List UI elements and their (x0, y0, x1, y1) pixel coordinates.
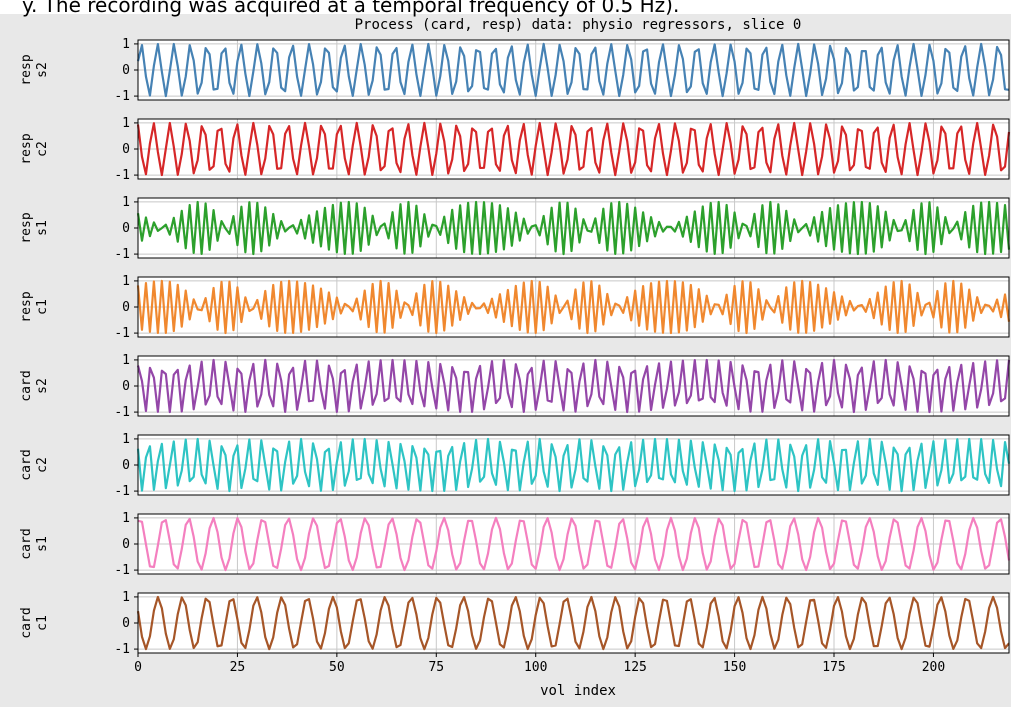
panel-resp-c2: -1 0 1 respc2 (19, 116, 1011, 183)
panel-frame (137, 118, 1010, 180)
panel-resp-c1: -1 0 1 respc1 (19, 274, 1011, 341)
panel-card-s1: -1 0 1 cards1 (19, 511, 1011, 578)
y-tick-label: 0 (122, 616, 130, 631)
x-axis-ticks: 0 25 50 75 100 125 150 175 200 (134, 653, 945, 675)
y-tick-label: 0 (122, 300, 130, 315)
x-tick-label: 100 (524, 660, 547, 675)
y-tick-label: -1 (114, 247, 130, 262)
series-line (136, 595, 1010, 651)
y-tick-label: 0 (122, 63, 130, 78)
panels-group: -1 0 1 resps2 -1 0 1 respc2 -1 0 1 resps1 -1 0 1 respc1… (19, 37, 1011, 657)
series-line (136, 200, 1011, 256)
y-tick-label: 1 (122, 37, 130, 52)
y-tick-label: 0 (122, 379, 130, 394)
y-tick-label: 1 (122, 274, 130, 289)
series-line (136, 279, 1011, 335)
y-tick-label: -1 (114, 405, 130, 420)
panel-frame (137, 276, 1010, 338)
x-tick-label: 0 (134, 660, 142, 675)
panel-resp-s1: -1 0 1 resps1 (19, 195, 1011, 262)
y-tick-label: 0 (122, 142, 130, 157)
x-axis-label: vol index (540, 683, 616, 699)
x-tick-label: 125 (623, 660, 646, 675)
series-line (136, 121, 1011, 177)
panel-label: respc1 (19, 291, 50, 322)
y-tick-label: -1 (114, 484, 130, 499)
y-tick-label: 1 (122, 353, 130, 368)
y-tick-label: -1 (114, 89, 130, 104)
panel-card-c1: -1 0 1 cardc1 (19, 590, 1010, 657)
panel-card-c2: -1 0 1 cardc2 (19, 432, 1011, 499)
panel-label: cardc1 (19, 607, 50, 638)
y-tick-label: 1 (122, 590, 130, 605)
panel-label: resps1 (19, 212, 50, 243)
panel-frame (137, 592, 1010, 654)
y-tick-label: -1 (114, 168, 130, 183)
x-tick-label: 200 (922, 660, 945, 675)
panel-frame (137, 39, 1010, 101)
panel-frame (137, 434, 1010, 496)
panel-card-s2: -1 0 1 cards2 (19, 353, 1011, 420)
panel-frame (137, 513, 1010, 575)
x-tick-label: 150 (723, 660, 746, 675)
x-tick-label: 50 (329, 660, 345, 675)
panel-frame (137, 197, 1010, 259)
y-tick-label: -1 (114, 326, 130, 341)
y-tick-label: 0 (122, 458, 130, 473)
series-line (137, 516, 1011, 572)
y-tick-label: 1 (122, 116, 130, 131)
series-line (136, 42, 1010, 98)
y-tick-label: 0 (122, 537, 130, 552)
panel-frame (137, 355, 1010, 417)
panel-resp-s2: -1 0 1 resps2 (19, 37, 1010, 104)
chart-title: Process (card, resp) data: physio regres… (355, 17, 802, 33)
header-text: y. The recording was acquired at a tempo… (22, 0, 679, 17)
panel-label: cards1 (19, 528, 50, 559)
panel-label: resps2 (19, 54, 50, 85)
x-tick-label: 75 (428, 660, 444, 675)
panel-label: respc2 (19, 133, 50, 164)
y-tick-label: 1 (122, 511, 130, 526)
x-tick-label: 25 (230, 660, 246, 675)
panel-label: cardc2 (19, 449, 50, 480)
y-tick-label: 0 (122, 221, 130, 236)
y-tick-label: -1 (114, 642, 130, 657)
series-line (136, 358, 1011, 414)
y-tick-label: -1 (114, 563, 130, 578)
y-tick-label: 1 (122, 432, 130, 447)
x-tick-label: 175 (822, 660, 845, 675)
y-tick-label: 1 (122, 195, 130, 210)
series-line (136, 437, 1011, 493)
panel-label: cards2 (19, 370, 50, 401)
